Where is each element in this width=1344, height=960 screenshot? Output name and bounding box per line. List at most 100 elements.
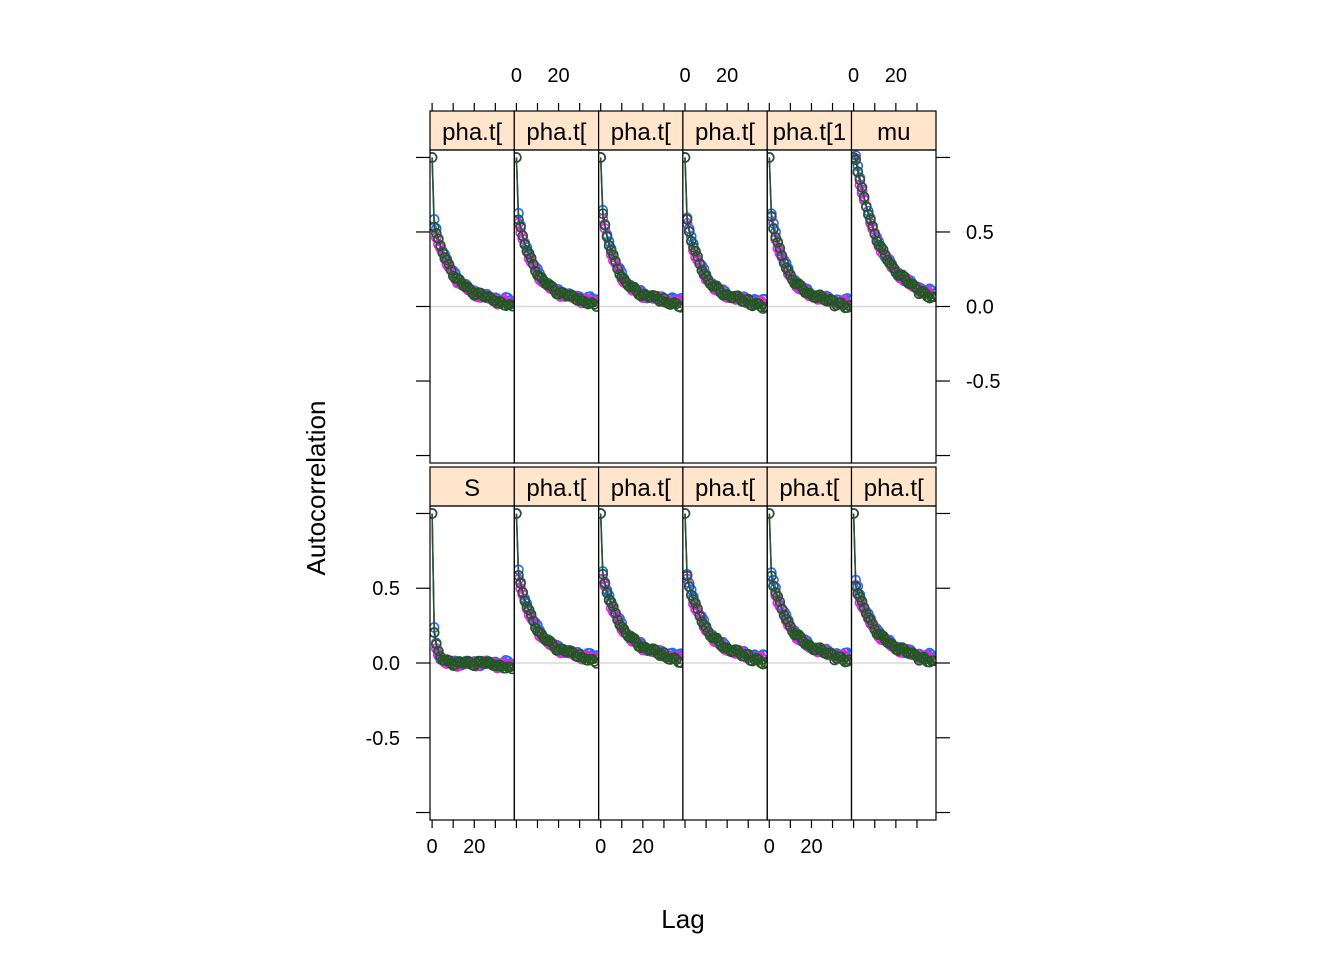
data-point <box>500 662 512 674</box>
data-point <box>431 638 442 650</box>
data-point <box>599 578 611 589</box>
data-point <box>431 228 442 239</box>
data-point <box>841 302 852 314</box>
series-line <box>599 157 682 304</box>
series-line <box>515 157 597 305</box>
series-line <box>852 513 935 659</box>
data-point <box>601 587 613 599</box>
strip-label: pha.t[ <box>442 119 502 146</box>
data-point <box>608 249 619 261</box>
x-tick-label: 20 <box>463 836 485 858</box>
strip-label: pha.t[ <box>695 475 755 502</box>
data-point <box>877 244 889 255</box>
data-point <box>682 570 693 582</box>
data-point <box>869 228 881 240</box>
data-point <box>692 603 703 615</box>
data-point <box>770 231 781 243</box>
panel-data <box>430 508 515 675</box>
data-point <box>433 233 444 245</box>
series-line <box>515 513 597 659</box>
data-point <box>858 191 870 203</box>
data-point <box>527 258 539 270</box>
data-point <box>610 607 621 619</box>
data-point <box>728 646 739 657</box>
data-point <box>755 657 767 669</box>
strip-label: pha.t[ <box>695 119 755 146</box>
series-line <box>431 513 513 670</box>
data-point <box>749 654 760 665</box>
data-point <box>854 174 866 186</box>
data-point <box>768 580 779 592</box>
panel: S <box>429 466 515 821</box>
strip-label: pha.t[ <box>611 475 671 502</box>
data-point <box>692 251 703 262</box>
y-tick-label: 0.0 <box>372 653 400 675</box>
series-line <box>768 157 850 304</box>
data-point <box>851 152 859 163</box>
data-point <box>785 269 796 281</box>
x-tick-label: 0 <box>427 836 438 858</box>
y-tick-label: 0.5 <box>966 222 994 244</box>
data-point <box>844 654 852 665</box>
x-tick-label: 0 <box>511 65 522 87</box>
y-tick-label: 0.0 <box>966 297 994 319</box>
data-point <box>749 299 760 311</box>
data-point <box>504 299 515 310</box>
panel: mu <box>850 110 937 464</box>
data-point <box>759 657 768 668</box>
data-point <box>675 657 683 668</box>
data-point <box>922 291 933 303</box>
data-point <box>759 302 768 313</box>
series-line <box>684 157 766 304</box>
x-tick-label: 20 <box>632 836 654 858</box>
data-point <box>506 663 515 675</box>
data-point <box>608 601 619 612</box>
panel: pha.t[ <box>597 466 684 821</box>
data-point <box>928 291 936 303</box>
strip-background <box>597 110 684 151</box>
series-line <box>684 513 766 659</box>
data-point <box>785 620 796 632</box>
series-line <box>431 513 513 670</box>
series-line <box>768 513 850 657</box>
data-point <box>682 152 691 163</box>
x-axis-label: Lag <box>661 904 704 934</box>
y-axis-label: Autocorrelation <box>301 401 331 576</box>
data-point <box>841 656 852 667</box>
panel: pha.t[ <box>682 466 768 821</box>
data-point <box>490 295 501 307</box>
y-tick-label: -0.5 <box>966 371 1000 393</box>
data-point <box>863 209 874 220</box>
data-point <box>928 655 936 666</box>
data-point <box>856 595 868 607</box>
data-point <box>860 201 872 213</box>
series-line <box>599 157 682 303</box>
panel-data <box>514 508 599 669</box>
data-point <box>433 645 444 657</box>
series-line <box>515 513 597 661</box>
data-point <box>774 596 786 607</box>
data-point <box>598 152 607 163</box>
x-tick-label: 0 <box>764 836 775 858</box>
data-point <box>690 245 701 257</box>
series-line <box>768 157 850 307</box>
y-tick-label: 0.5 <box>372 578 400 600</box>
data-point <box>767 508 775 519</box>
data-point <box>598 208 609 220</box>
y-tick-label: -0.5 <box>366 728 400 750</box>
data-point <box>519 239 531 250</box>
panel-data <box>851 150 936 304</box>
series-line <box>515 157 597 303</box>
x-tick-label: 0 <box>848 65 859 87</box>
panel-data <box>682 152 768 314</box>
series-line <box>431 157 513 306</box>
data-point <box>430 627 440 638</box>
data-point <box>591 658 599 669</box>
strip-label: mu <box>877 119 910 146</box>
data-point <box>652 648 663 659</box>
data-point <box>894 643 906 655</box>
data-point <box>645 291 657 303</box>
series-line <box>684 157 766 307</box>
panel-data <box>682 508 768 670</box>
strip-label: S <box>464 475 480 502</box>
